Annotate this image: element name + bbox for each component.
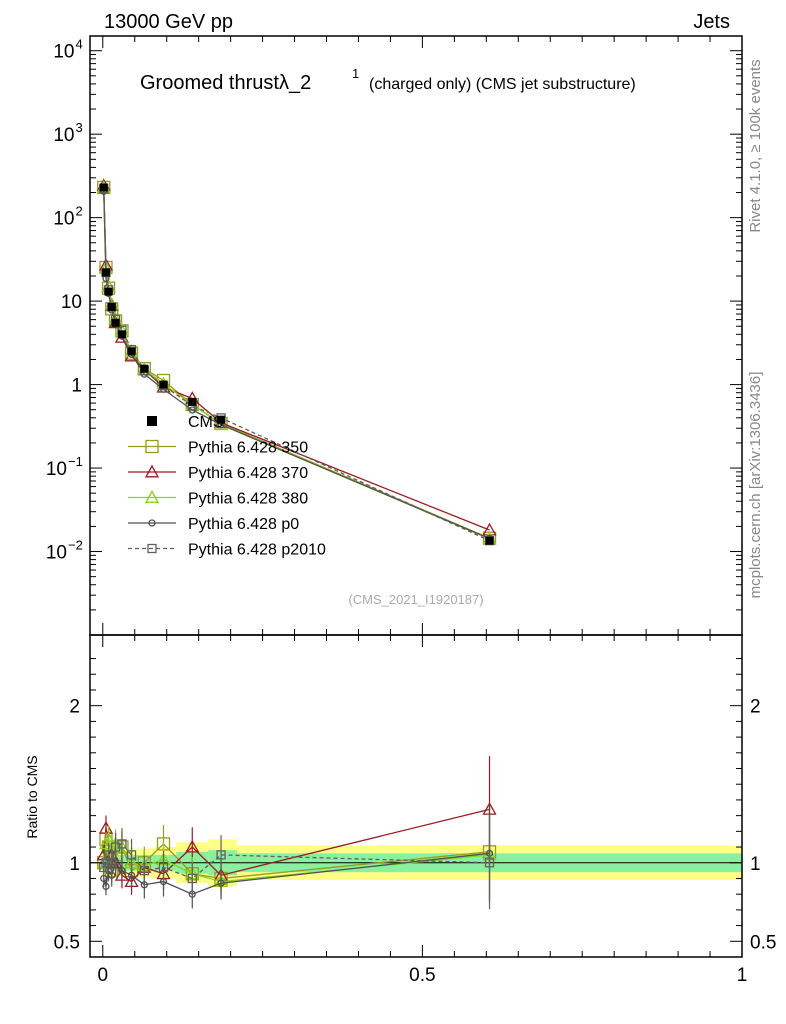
ratio-frame: [89, 634, 743, 958]
point-marker: [107, 858, 117, 868]
legend: CMS Pythia 6.428 350 Pythia 6.428 370 Pythi…: [128, 414, 326, 559]
series-cms-data: [99, 183, 494, 545]
cms-data-point: [101, 268, 110, 277]
analysis-watermark: (CMS_2021_I1920187): [348, 592, 483, 607]
header-left-label: 13000 GeV pp: [104, 11, 233, 33]
point-marker: [110, 842, 121, 852]
y-tick-label: 1: [71, 376, 82, 397]
legend-label: Pythia 6.428 p2010: [188, 542, 326, 559]
source-label: mcplots.cern.ch [arXiv:1306.3436]: [747, 372, 764, 599]
plot-title: Groomed thrustλ_2: [140, 72, 311, 94]
y-tick-exponent: 2: [76, 204, 83, 219]
cms-data-point: [485, 536, 494, 545]
point-marker: [185, 839, 200, 853]
point-marker: [126, 850, 137, 860]
legend-label: CMS: [188, 414, 224, 431]
y-tick-label: 10: [46, 459, 67, 480]
legend-item: Pythia 6.428 370: [128, 464, 308, 482]
ratio-y-tick-label: 2: [69, 697, 80, 718]
x-tick-label: 0: [97, 965, 108, 986]
point-marker: [482, 522, 497, 536]
ratio-y-axis-label: Ratio to CMS: [24, 755, 40, 838]
point-marker: [102, 882, 110, 890]
cms-data-point: [99, 183, 108, 192]
legend-item: CMS: [147, 414, 224, 431]
legend-item: Pythia 6.428 p2010: [128, 542, 326, 559]
plot-title-superscript: 1: [352, 66, 359, 81]
ratio-series-4: [99, 816, 495, 910]
rivet-version-label: Rivet 4.1.0, ≥ 100k events: [747, 59, 764, 232]
cms-data-point: [140, 364, 149, 373]
cms-data-point: [159, 380, 168, 389]
point-marker: [127, 871, 136, 879]
point-marker: [144, 490, 160, 503]
cms-data-point: [188, 397, 197, 406]
legend-label: Pythia 6.428 p0: [188, 516, 299, 533]
legend-label: Pythia 6.428 350: [188, 440, 308, 457]
y-tick-label: 10: [53, 125, 74, 146]
ratio-plot: 0.5 0.51 12 20 0.5 1: [54, 634, 776, 986]
series-line: [103, 191, 490, 540]
cms-data-point: [117, 330, 126, 339]
point-marker: [145, 439, 159, 454]
y-tick-exponent: 3: [76, 120, 83, 135]
series-line: [103, 187, 490, 540]
x-tick-label: 1: [737, 965, 748, 986]
series-3: [100, 187, 494, 543]
y-tick-label: 10: [46, 543, 67, 564]
legend-item: Pythia 6.428 350: [128, 440, 308, 457]
cms-data-point: [127, 347, 136, 356]
point-marker: [148, 519, 156, 527]
point-marker: [144, 464, 160, 478]
point-marker: [117, 839, 127, 849]
ratio-y-tick-label: 1: [69, 854, 80, 875]
y-tick-label: 10: [61, 292, 82, 313]
ratio-y-tick-label-right: 2: [750, 697, 761, 718]
point-marker: [124, 346, 139, 360]
y-tick-exponent: −2: [68, 538, 83, 553]
legend-item: Pythia 6.428 380: [128, 490, 308, 508]
cms-data-point: [104, 287, 113, 296]
y-tick-exponent: 4: [76, 37, 83, 52]
y-tick-label: 10: [53, 42, 74, 63]
y-tick-label: 10: [53, 209, 74, 230]
legend-marker: [147, 416, 157, 426]
plot-title-suffix: (charged only) (CMS jet substructure): [369, 76, 636, 93]
ratio-y-tick-label: 0.5: [54, 932, 80, 953]
point-marker: [139, 865, 149, 876]
point-marker: [118, 866, 126, 875]
y-tick-exponent: −1: [68, 454, 83, 469]
ratio-series-line: [103, 843, 490, 880]
cms-data-point: [111, 318, 120, 327]
cms-data-point: [107, 303, 116, 312]
legend-label: Pythia 6.428 380: [188, 491, 308, 508]
point-marker: [158, 862, 169, 873]
point-marker: [217, 879, 225, 887]
point-marker: [99, 862, 109, 873]
point-marker: [147, 543, 157, 554]
header-right-label: Jets: [693, 11, 730, 33]
point-marker: [187, 873, 197, 884]
legend-label: Pythia 6.428 370: [188, 465, 308, 482]
x-tick-label: 0.5: [409, 965, 435, 986]
point-marker: [484, 858, 495, 868]
ratio-y-tick-label-right: 1: [750, 854, 761, 875]
point-marker: [216, 850, 226, 860]
series-2: [96, 180, 497, 545]
cms-data-point: [217, 415, 226, 424]
legend-item: Pythia 6.428 p0: [128, 516, 299, 533]
ratio-y-tick-label-right: 0.5: [750, 932, 776, 953]
series-line: [103, 188, 490, 542]
series-line: [103, 187, 490, 539]
